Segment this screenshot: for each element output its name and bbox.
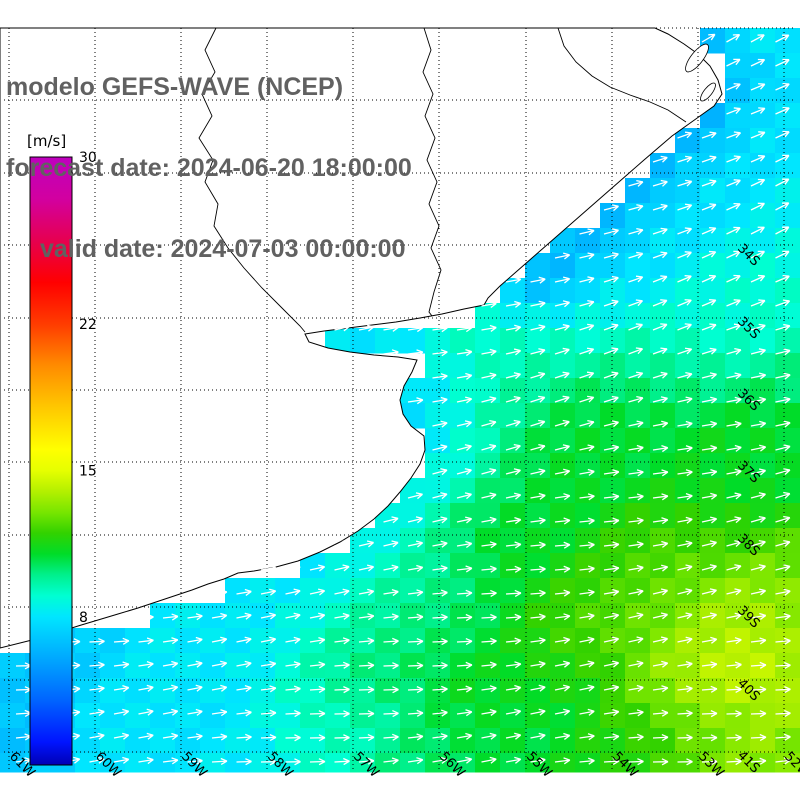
colorbar-tick-label: 22: [79, 317, 97, 333]
map-titles: modelo GEFS-WAVE (NCEP) forecast date: 2…: [6, 20, 412, 317]
coastal-lagoon: [700, 82, 716, 102]
model-title: modelo GEFS-WAVE (NCEP): [6, 73, 344, 101]
colorbar-gradient: [29, 156, 73, 766]
coastal-lagoon: [685, 43, 709, 73]
brazil-uruguay-border: [557, 27, 687, 123]
colorbar-tick-label: 8: [79, 610, 88, 626]
colorbar-unit-label: [m/s]: [27, 132, 66, 150]
colorbar-tick-label: 30: [79, 150, 97, 166]
colorbar: [m/s] 30 22 15 8: [27, 132, 97, 766]
valid-date-line: valid date: 2024-07-03 00:00:00: [40, 235, 406, 263]
parana-river: [198, 27, 306, 333]
wind-arrows-layer: [15, 33, 791, 766]
graticule-layer: [4, 27, 796, 772]
forecast-date-line: forecast date: 2024-06-20 18:00:00: [6, 154, 412, 182]
colorbar-tick-label: 15: [79, 464, 97, 480]
uruguay-river: [422, 27, 442, 317]
